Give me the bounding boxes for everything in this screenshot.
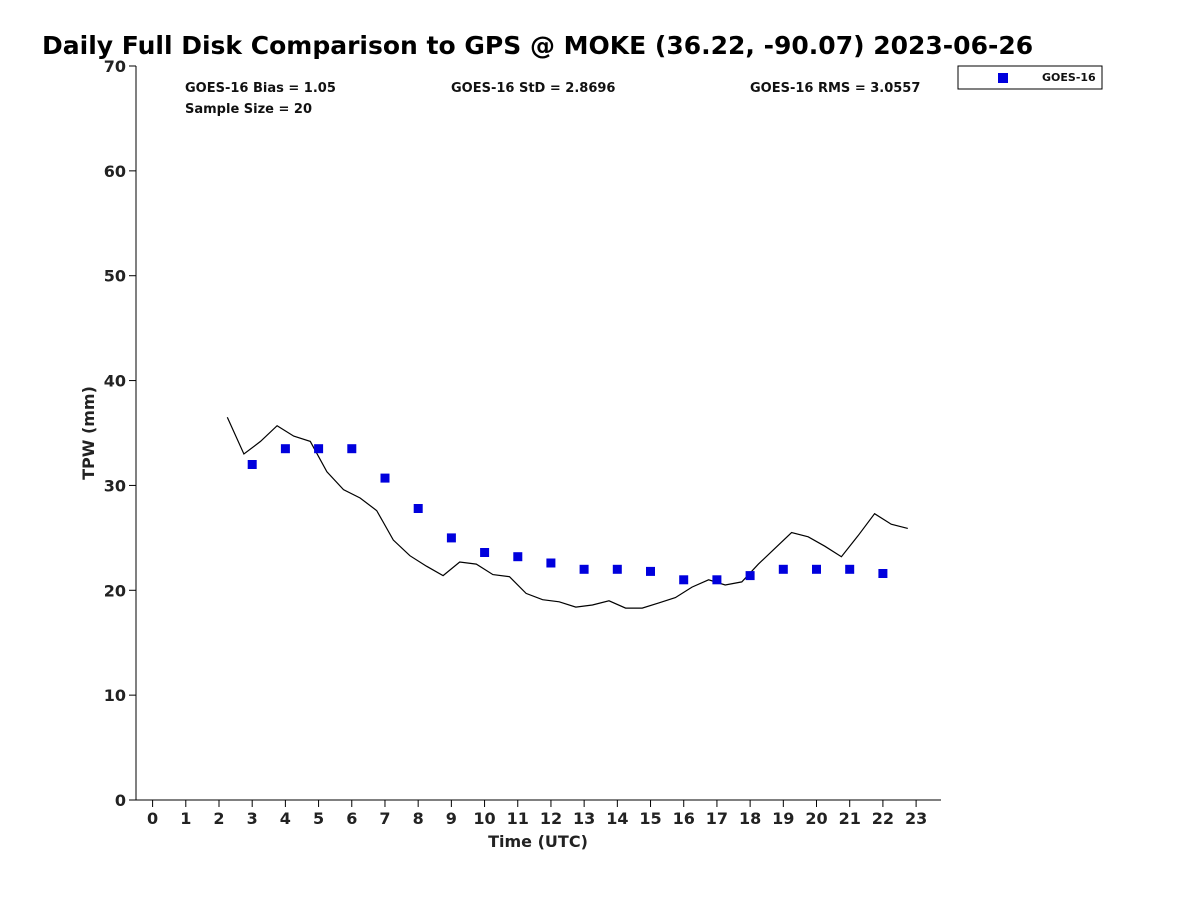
x-tick-label: 8 — [413, 809, 424, 828]
stat-sample-size: Sample Size = 20 — [185, 102, 312, 117]
x-tick-label: 18 — [739, 809, 761, 828]
legend-box — [957, 65, 1103, 90]
x-tick-label: 14 — [606, 809, 628, 828]
x-tick-label: 9 — [446, 809, 457, 828]
legend-label-goes16: GOES-16 — [1042, 71, 1096, 84]
x-tick-label: 23 — [905, 809, 927, 828]
x-tick-label: 15 — [639, 809, 661, 828]
x-tick-label: 2 — [213, 809, 224, 828]
y-tick-label: 30 — [104, 476, 126, 495]
goes16-point — [878, 569, 888, 578]
goes16-point — [712, 575, 722, 585]
x-tick-label: 12 — [540, 809, 562, 828]
x-tick-label: 20 — [805, 809, 827, 828]
x-tick-label: 10 — [473, 809, 495, 828]
goes16-point — [546, 558, 556, 568]
x-axis-label: Time (UTC) — [488, 832, 588, 851]
x-tick-label: 16 — [673, 809, 695, 828]
legend-marker — [998, 73, 1008, 83]
x-tick-label: 3 — [247, 809, 258, 828]
goes16-point — [612, 564, 622, 574]
x-tick-label: 17 — [706, 809, 728, 828]
y-tick-label: 70 — [104, 57, 126, 76]
x-tick-label: 4 — [280, 809, 291, 828]
x-tick-label: 11 — [507, 809, 529, 828]
goes16-point — [778, 564, 788, 574]
goes16-point — [280, 444, 290, 454]
x-tick-label: 22 — [872, 809, 894, 828]
stat-rms: GOES-16 RMS = 3.0557 — [750, 81, 920, 96]
x-tick-label: 19 — [772, 809, 794, 828]
gps-line-series — [226, 417, 908, 609]
legend: GOES-16 — [957, 65, 1103, 90]
stat-std: GOES-16 StD = 2.8696 — [451, 81, 615, 96]
goes16-point — [845, 564, 855, 574]
y-tick-label: 10 — [104, 686, 126, 705]
goes16-point — [247, 460, 257, 469]
goes16-point — [679, 575, 689, 585]
x-tick-label: 0 — [147, 809, 158, 828]
goes16-point — [812, 564, 821, 574]
x-tick-label: 6 — [346, 809, 357, 828]
gps-line — [226, 417, 908, 609]
x-tick-label: 7 — [379, 809, 390, 828]
goes16-point — [314, 444, 324, 454]
y-tick-label: 40 — [104, 372, 126, 391]
goes16-point — [480, 548, 490, 557]
axes — [135, 66, 941, 801]
y-axis-label: TPW (mm) — [79, 386, 98, 480]
y-ticks: 0 10 20 30 40 50 60 70 — [104, 57, 136, 810]
y-tick-label: 20 — [104, 581, 126, 600]
goes16-point — [347, 444, 357, 454]
goes16-point — [513, 552, 523, 562]
x-tick-label: 5 — [313, 809, 324, 828]
goes16-point — [646, 566, 655, 576]
goes16-point — [413, 504, 423, 513]
goes16-point — [380, 473, 390, 483]
x-tick-label: 13 — [573, 809, 595, 828]
x-ticks: 0 1 2 3 4 5 6 7 8 9 10 11 12 13 14 15 16 17 18 19 20 21 22 23 — [147, 800, 927, 828]
stat-bias: GOES-16 Bias = 1.05 — [185, 81, 336, 96]
x-tick-label: 21 — [839, 809, 861, 828]
goes16-point — [745, 571, 755, 581]
chart-title: Daily Full Disk Comparison to GPS @ MOKE… — [42, 31, 1033, 60]
x-tick-label: 1 — [180, 809, 191, 828]
goes16-point — [446, 533, 456, 543]
goes16-point-series — [247, 444, 888, 585]
y-tick-label: 60 — [104, 162, 126, 181]
y-tick-label: 0 — [115, 791, 126, 810]
goes16-point — [579, 564, 589, 574]
y-tick-label: 50 — [104, 267, 126, 286]
